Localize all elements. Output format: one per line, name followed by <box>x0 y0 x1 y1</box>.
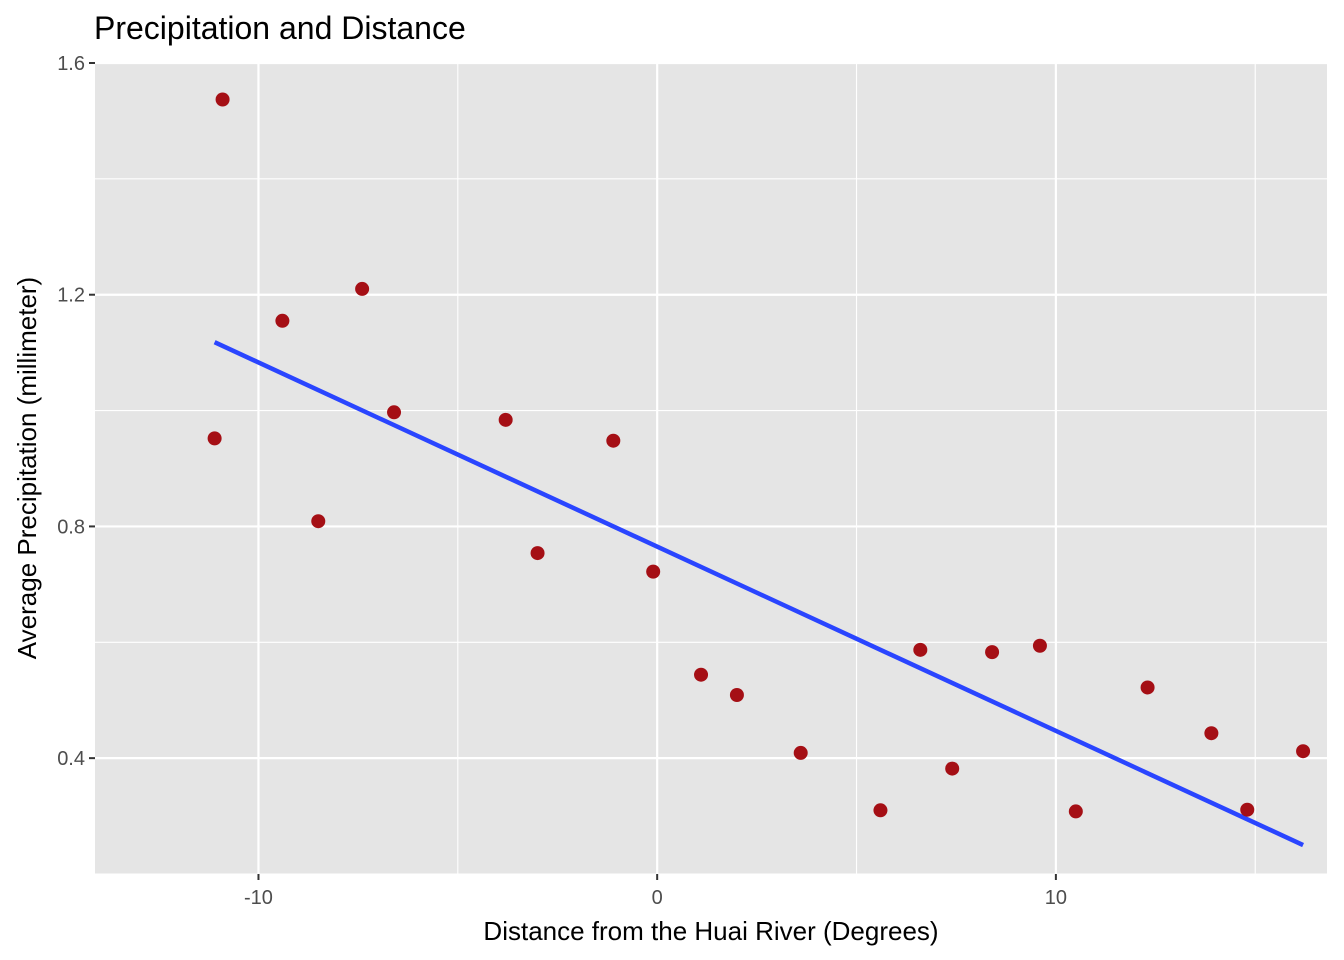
data-point <box>355 281 370 296</box>
data-point <box>606 433 621 448</box>
data-point <box>985 645 1000 660</box>
y-tick-label: 0.8 <box>57 516 85 538</box>
data-point <box>387 405 402 420</box>
data-point <box>793 745 808 760</box>
y-tick-label: 1.6 <box>57 53 85 75</box>
data-point <box>1032 638 1047 653</box>
data-point <box>694 667 709 682</box>
data-point <box>1140 680 1155 695</box>
points-layer <box>207 92 1311 819</box>
y-axis: 0.4 0.8 1.2 1.6 <box>57 53 95 770</box>
data-point <box>530 546 545 561</box>
data-point <box>873 803 888 818</box>
x-axis: -10 0 10 <box>244 874 1067 909</box>
data-point <box>1068 804 1083 819</box>
data-point <box>1296 744 1311 759</box>
plot-panel <box>95 63 1327 874</box>
fit-line-layer <box>213 340 1305 848</box>
data-point <box>646 564 661 579</box>
minor-grid <box>95 63 1327 875</box>
y-axis-label: Average Precipitation (millimeter) <box>12 277 42 659</box>
y-tick-label: 0.4 <box>57 748 85 770</box>
data-point <box>275 313 290 328</box>
chart-title: Precipitation and Distance <box>94 10 466 46</box>
data-point <box>311 514 326 529</box>
y-tick-label: 1.2 <box>57 285 85 307</box>
data-point <box>1204 726 1219 741</box>
data-point <box>945 761 960 776</box>
fit-line <box>213 340 1305 848</box>
data-point <box>1240 802 1255 817</box>
x-tick-label: 10 <box>1045 887 1067 909</box>
major-grid <box>95 61 1327 874</box>
data-point <box>215 92 230 107</box>
data-point <box>729 688 744 703</box>
x-tick-label: -10 <box>244 887 273 909</box>
x-axis-label: Distance from the Huai River (Degrees) <box>483 916 938 946</box>
data-point <box>207 431 222 446</box>
data-point <box>913 642 928 657</box>
x-tick-label: 0 <box>652 887 663 909</box>
data-point <box>498 412 513 427</box>
